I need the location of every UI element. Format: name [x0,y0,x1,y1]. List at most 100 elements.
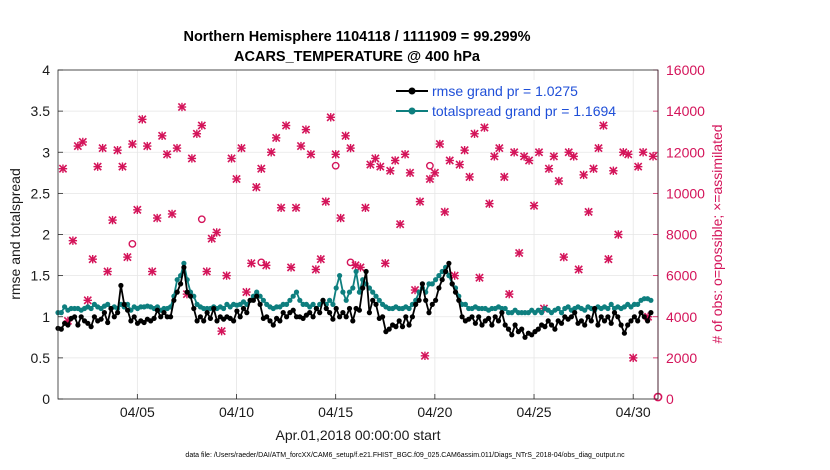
rmse-point [317,310,323,316]
totalspread-point [605,305,611,312]
obs-count-marker [192,129,202,138]
rmse-point [489,322,495,328]
rmse-point [416,297,422,303]
obs-count-marker [118,162,127,171]
obs-count-marker [108,215,117,225]
obs-count-marker [267,148,276,157]
rmse-point [592,305,598,312]
rmse-point [121,301,127,307]
rmse-point [270,322,276,328]
rmse-point [588,318,594,324]
obs-count-marker [296,141,306,151]
obs-count-marker [133,205,142,215]
rmse-point [333,305,339,312]
obs-count-marker [430,168,440,178]
obs-count-marker [202,267,211,276]
obs-count-marker [495,143,504,153]
obs-count-marker [281,121,291,130]
obs-count-marker [177,102,187,112]
rmse-point [611,310,618,316]
obs-count-marker [93,162,102,171]
obs-count-marker [58,164,68,173]
obs-count-marker [88,254,97,264]
obs-count-marker [276,203,286,212]
totalspread-point [608,301,614,307]
rmse-point [386,326,392,332]
totalspread-point [429,281,435,287]
rmse-point [85,320,91,326]
obs-count-marker [425,174,435,184]
rmse-point [320,297,326,303]
totalspread-point [58,310,64,316]
totalspread-point [565,304,571,310]
rmse-point [436,285,442,291]
right-axis-label: # of obs: o=possible; ×=assimilated [709,124,725,343]
obs-count-marker [152,213,162,223]
x-tick-label: 04/05 [120,404,155,420]
left-tick-label: 1 [42,309,50,325]
rmse-point [419,281,425,287]
rmse-point [413,301,419,307]
rmse-point [439,277,445,283]
obs-count-marker [83,296,92,305]
rmse-point [456,297,462,303]
rmse-point [250,297,256,303]
rmse-point [631,314,638,320]
obs-count-marker [574,265,583,274]
rmse-point [426,310,432,316]
obs-count-marker [227,154,236,163]
obs-count-marker [594,143,603,153]
obs-count-marker [316,254,326,264]
rmse-point [433,297,439,303]
rmse-point [363,268,369,275]
obs-count-marker [445,156,454,165]
left-tick-label: 2.5 [31,185,51,201]
rmse-point [197,314,203,320]
obs-count-marker [98,143,107,153]
rmse-point [207,315,213,321]
x-tick-label: 04/20 [417,404,452,420]
rmse-point [552,326,558,332]
rmse-point [101,310,107,316]
rmse-point [522,334,528,340]
rmse-point [161,310,167,316]
rmse-point [535,326,541,332]
obs-possible-circle [257,258,266,267]
obs-count-marker [336,213,345,223]
rmse-point [628,318,634,324]
obs-possible-circle [331,161,340,170]
rmse-point [638,310,644,316]
obs-count-marker [237,143,246,153]
obs-count-marker [113,145,122,155]
obs-count-marker [589,164,598,173]
obs-count-marker [455,160,464,169]
rmse-point [635,318,641,324]
obs-count-marker [381,259,390,268]
obs-count-marker [450,271,459,280]
rmse-point [88,324,94,330]
rmse-point [91,314,97,320]
rmse-point [350,318,356,324]
rmse-point [403,314,409,320]
totalspread-point [648,297,654,303]
rmse-point [608,320,614,326]
rmse-point [548,322,555,328]
obs-count-marker [103,267,112,276]
rmse-point [625,322,631,328]
totalspread-point [350,285,356,291]
rmse-point [449,281,455,287]
left-tick-label: 3 [42,144,50,160]
chart-title-line1: Northern Hemisphere 1104118 / 1111909 = … [183,29,530,45]
rmse-point [264,314,270,320]
obs-possible-circle [197,215,206,224]
rmse-point [568,314,575,320]
obs-count-marker [420,351,430,361]
totalspread-point [174,277,180,283]
rmse-point [373,301,379,307]
rmse-point [214,318,220,324]
totalspread-point [555,305,561,312]
rmse-point [542,324,548,330]
legend-box [392,80,596,120]
rmse-point [486,315,492,321]
rmse-point [502,322,508,328]
